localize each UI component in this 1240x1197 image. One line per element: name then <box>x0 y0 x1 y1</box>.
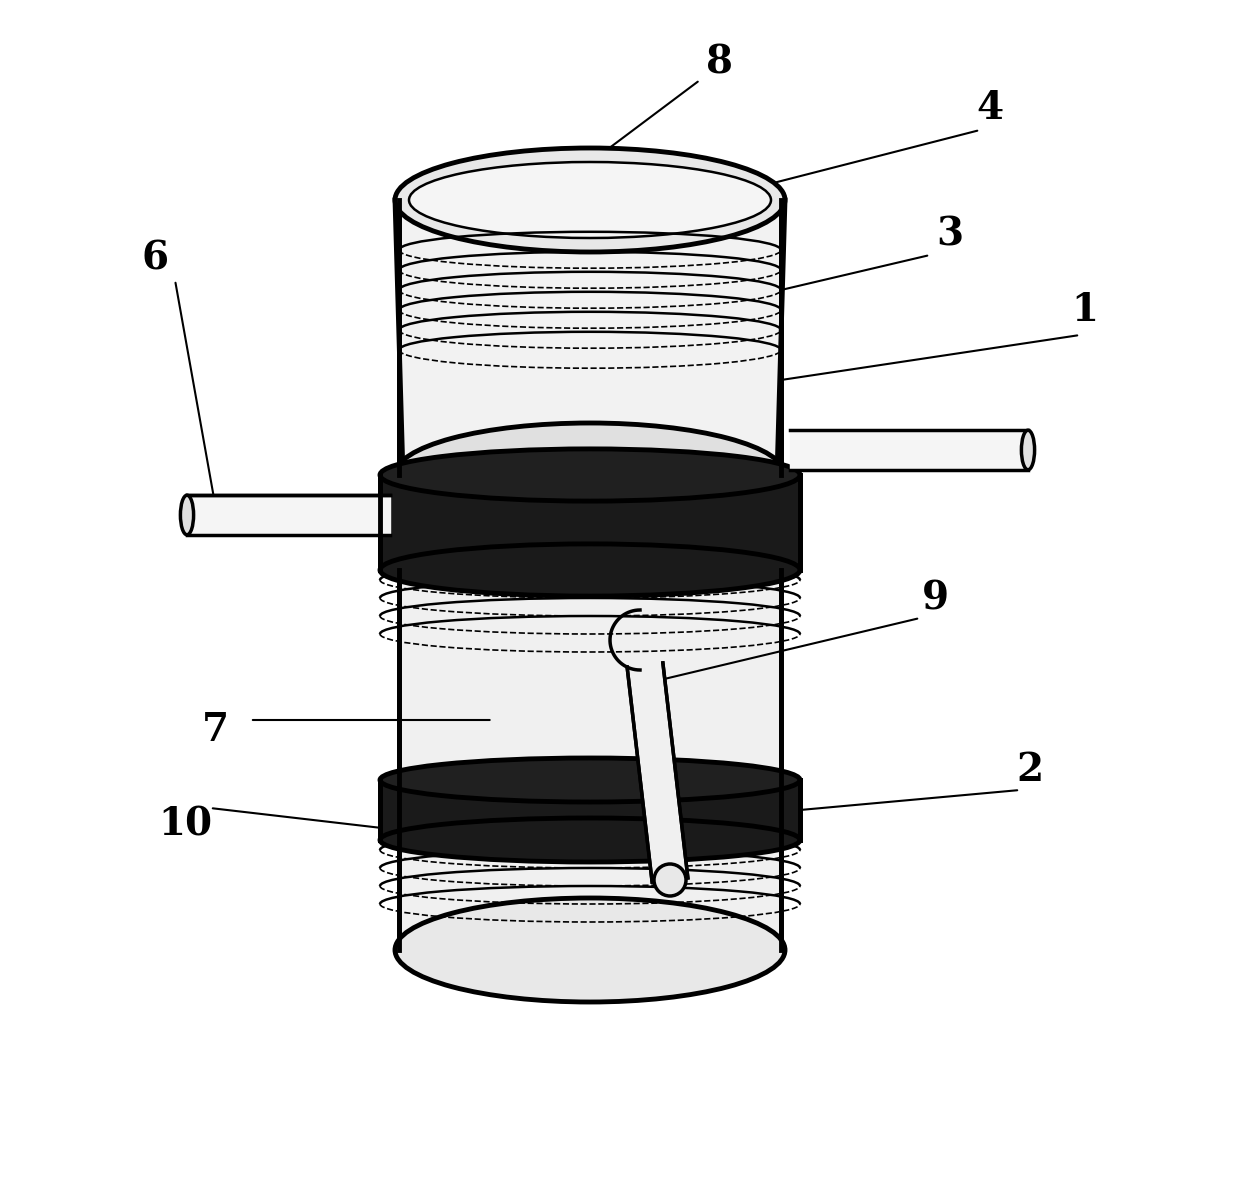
Ellipse shape <box>180 496 193 535</box>
Ellipse shape <box>379 818 800 862</box>
Polygon shape <box>399 570 781 950</box>
Ellipse shape <box>1022 430 1034 469</box>
Polygon shape <box>627 663 688 882</box>
Ellipse shape <box>396 423 785 527</box>
Text: 8: 8 <box>707 43 734 81</box>
Ellipse shape <box>379 449 800 502</box>
Text: 7: 7 <box>201 711 228 749</box>
Polygon shape <box>379 475 800 570</box>
Ellipse shape <box>409 162 771 238</box>
Ellipse shape <box>379 758 800 802</box>
Ellipse shape <box>396 148 785 253</box>
Text: 9: 9 <box>921 579 949 616</box>
Text: 10: 10 <box>157 806 212 844</box>
Text: 3: 3 <box>936 215 963 254</box>
Ellipse shape <box>653 864 686 897</box>
Ellipse shape <box>396 898 785 1002</box>
Text: 4: 4 <box>976 89 1003 127</box>
Text: 1: 1 <box>1071 291 1099 329</box>
Polygon shape <box>399 200 781 475</box>
Ellipse shape <box>379 543 800 596</box>
Text: 6: 6 <box>141 239 169 277</box>
Text: 2: 2 <box>1017 751 1044 789</box>
Polygon shape <box>379 780 800 840</box>
